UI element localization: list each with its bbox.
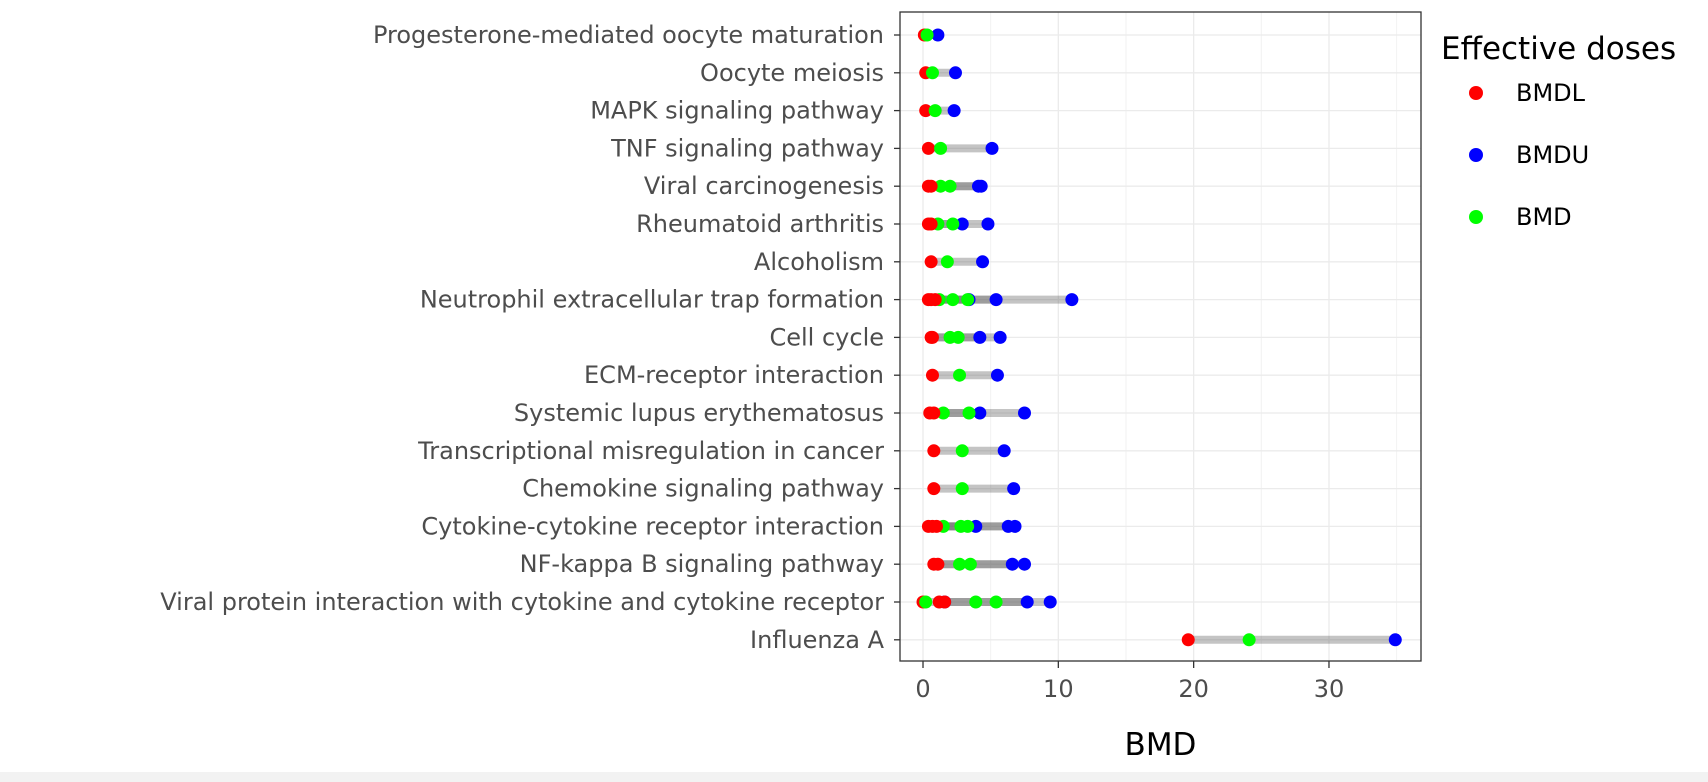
legend-key-bmd xyxy=(1469,210,1483,224)
bmdu-point xyxy=(976,255,990,269)
y-tick-label: Viral carcinogenesis xyxy=(644,172,884,200)
bmd-point xyxy=(953,368,967,382)
bmdl-point xyxy=(927,406,941,420)
bmd-point xyxy=(955,482,969,496)
bmdu-point xyxy=(997,444,1011,458)
bmd-point xyxy=(940,255,954,269)
x-tick-label: 20 xyxy=(1178,675,1209,703)
bmd-point xyxy=(955,444,969,458)
bmdu-point xyxy=(1065,293,1079,307)
bmdu-point xyxy=(974,179,988,193)
bmdu-point xyxy=(1017,557,1031,571)
bmdu-point xyxy=(931,28,945,42)
y-tick-label: Progesterone-mediated oocyte maturation xyxy=(373,21,884,49)
bmd-point xyxy=(946,217,960,231)
bmd-point xyxy=(946,293,960,307)
bmdu-point xyxy=(1005,557,1019,571)
bmdu-point xyxy=(981,217,995,231)
y-tick-label: MAPK signaling pathway xyxy=(590,97,884,125)
bmd-point xyxy=(963,557,977,571)
y-tick-label: Oocyte meiosis xyxy=(700,59,884,87)
bmd-point xyxy=(943,179,957,193)
legend-label-bmdu: BMDU xyxy=(1516,141,1589,169)
bmdl-point xyxy=(927,444,941,458)
y-tick-label: Neutrophil extracellular trap formation xyxy=(420,286,884,314)
y-tick-label: Chemokine signaling pathway xyxy=(522,475,884,503)
bmd-point xyxy=(953,557,967,571)
bmdl-point xyxy=(921,141,935,155)
bmdl-point xyxy=(924,179,938,193)
bmdu-point xyxy=(947,104,961,118)
legend-key-bmdl xyxy=(1469,86,1483,100)
bmdu-point xyxy=(1007,482,1021,496)
bmdu-point xyxy=(1008,519,1022,533)
bmdu-point xyxy=(1017,406,1031,420)
bmdu-point xyxy=(955,217,969,231)
bmdu-point xyxy=(948,66,962,80)
bmd-point xyxy=(919,595,933,609)
bmd-point xyxy=(920,28,934,42)
bmdu-point xyxy=(1388,633,1402,647)
bmdl-point xyxy=(931,557,945,571)
bmdl-point xyxy=(928,293,942,307)
bmdl-point xyxy=(919,104,933,118)
bmd-point xyxy=(1242,633,1256,647)
y-tick-label: Transcriptional misregulation in cancer xyxy=(417,437,884,465)
x-tick-label: 10 xyxy=(1043,675,1074,703)
bmdl-point xyxy=(924,255,938,269)
y-tick-label: NF-kappa B signaling pathway xyxy=(520,550,884,578)
y-tick-label: ECM-receptor interaction xyxy=(584,361,884,389)
bmdu-point xyxy=(1020,595,1034,609)
bmdl-point xyxy=(925,368,939,382)
bmd-point xyxy=(962,406,976,420)
x-axis-title: BMD xyxy=(1125,727,1197,763)
bmd-point xyxy=(934,179,948,193)
bmdu-point xyxy=(990,368,1004,382)
bmd-point xyxy=(961,293,975,307)
bmdl-point xyxy=(927,482,941,496)
bmdl-point xyxy=(924,217,938,231)
bmdl-point xyxy=(938,595,952,609)
bmdu-point xyxy=(1043,595,1057,609)
bmdl-point xyxy=(925,330,939,344)
y-tick-label: Alcoholism xyxy=(754,248,884,276)
y-tick-label: Influenza A xyxy=(750,626,885,654)
bmdl-point xyxy=(1181,633,1195,647)
legend-key-bmdu xyxy=(1469,148,1483,162)
x-tick-label: 0 xyxy=(915,675,930,703)
plot-panel-background xyxy=(900,12,1421,661)
y-tick-label: Rheumatoid arthritis xyxy=(636,210,884,238)
y-tick-label: Viral protein interaction with cytokine … xyxy=(160,588,884,616)
bmdu-point xyxy=(973,330,987,344)
footer-band xyxy=(0,772,1708,782)
bmd-point xyxy=(989,595,1003,609)
bmdu-point xyxy=(993,330,1007,344)
plot-panel-border xyxy=(899,11,1422,662)
y-tick-label: Cell cycle xyxy=(769,323,884,351)
y-tick-label: Systemic lupus erythematosus xyxy=(514,399,884,427)
bmd-point xyxy=(934,141,948,155)
bmdl-point xyxy=(930,519,944,533)
bmdu-point xyxy=(985,141,999,155)
legend-label-bmd: BMD xyxy=(1516,203,1572,231)
bmd-point xyxy=(925,66,939,80)
bmd-point xyxy=(961,519,975,533)
x-tick-label: 30 xyxy=(1314,675,1345,703)
bmdu-point xyxy=(989,293,1003,307)
y-tick-label: TNF signaling pathway xyxy=(610,134,884,162)
bmd-point xyxy=(969,595,983,609)
legend-title: Effective doses xyxy=(1441,31,1676,67)
bmdu-point xyxy=(973,406,987,420)
bmd-point xyxy=(928,104,942,118)
y-tick-label: Cytokine-cytokine receptor interaction xyxy=(421,512,884,540)
legend-label-bmdl: BMDL xyxy=(1516,79,1586,107)
bmd-point xyxy=(936,406,950,420)
bmd-point xyxy=(951,330,965,344)
